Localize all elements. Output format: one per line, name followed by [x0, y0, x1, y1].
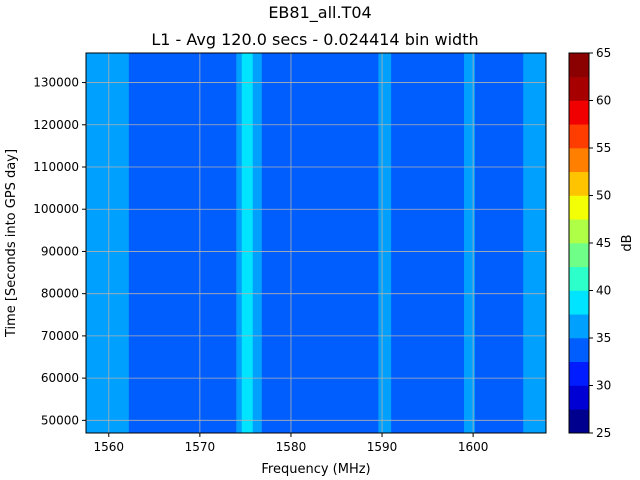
colorbar-segment: [569, 148, 589, 173]
y-tick-label: 80000: [41, 287, 79, 301]
colorbar-tick-label: 45: [596, 236, 611, 250]
colorbar-tick-label: 50: [596, 189, 611, 203]
colorbar-segment: [569, 290, 589, 315]
colorbar-segment: [569, 266, 589, 291]
heatmap-bands: [86, 53, 546, 433]
y-tick-label: 70000: [41, 329, 79, 343]
y-tick-label: 130000: [33, 76, 79, 90]
grid-lines: [86, 53, 546, 433]
heatmap-plot-area: [85, 52, 547, 434]
colorbar-segment: [569, 219, 589, 244]
y-tick-label: 50000: [41, 413, 79, 427]
y-tick-label: 100000: [33, 202, 79, 216]
chart-subtitle: L1 - Avg 120.0 secs - 0.024414 bin width: [151, 30, 478, 49]
y-tick-label: 110000: [33, 160, 79, 174]
y-axis-ticks: 50000 60000 70000 80000 90000 100000 110000 120…: [33, 76, 86, 427]
colorbar-tick-label: 40: [596, 284, 611, 298]
colorbar-tick-label: 25: [596, 426, 611, 440]
x-tick-label: 1580: [276, 440, 307, 454]
colorbar-segment: [569, 243, 589, 268]
colorbar-segment: [569, 314, 589, 339]
heatmap-band-0: [86, 53, 129, 433]
colorbar-tick-label: 55: [596, 141, 611, 155]
colorbar-segment: [569, 409, 589, 434]
colorbar-segment: [569, 100, 589, 125]
colorbar-segment: [569, 124, 589, 149]
y-tick-label: 60000: [41, 371, 79, 385]
colorbar-tick-label: 60: [596, 94, 611, 108]
colorbar-segment: [569, 361, 589, 386]
colorbar-segment: [569, 195, 589, 220]
chart-title: EB81_all.T04: [268, 3, 371, 23]
colorbar-segment: [569, 338, 589, 363]
colorbar-segment: [569, 53, 589, 78]
heatmap-band-4: [464, 53, 475, 433]
heatmap-band-5: [523, 53, 546, 433]
y-tick-label: 120000: [33, 118, 79, 132]
plot-frame: [85, 52, 547, 434]
colorbar-segment: [569, 171, 589, 196]
colorbar-ticks: 25 30 35 40 45 50 55 60 65: [589, 46, 611, 440]
x-tick-label: 1570: [185, 440, 216, 454]
x-tick-label: 1600: [458, 440, 489, 454]
colorbar-tick-label: 65: [596, 46, 611, 60]
x-axis-ticks: 1560 1570 1580 1590 1600: [93, 433, 488, 454]
colorbar-segment: [569, 385, 589, 410]
heatmap-band-2: [241, 53, 253, 433]
heatmap-band-3: [378, 53, 392, 433]
colorbar: [568, 52, 590, 434]
x-tick-label: 1590: [367, 440, 398, 454]
y-axis-label: Time [Seconds into GPS day]: [4, 149, 19, 338]
colorbar-segment: [569, 76, 589, 101]
x-tick-label: 1560: [93, 440, 124, 454]
x-axis-label: Frequency (MHz): [261, 462, 370, 477]
colorbar-tick-label: 35: [596, 331, 611, 345]
colorbar-tick-label: 30: [596, 379, 611, 393]
colorbar-label: dB: [620, 234, 635, 251]
y-tick-label: 90000: [41, 244, 79, 258]
heatmap-background: [86, 53, 546, 433]
